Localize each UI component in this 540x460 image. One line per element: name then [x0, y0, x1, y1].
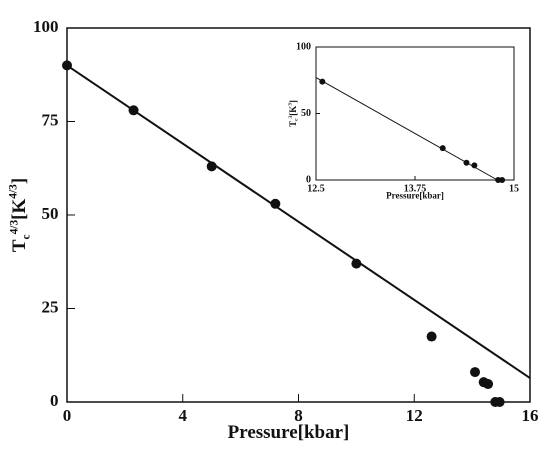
- y-tick-label: 100: [33, 17, 59, 36]
- y-axis-label-part: T: [9, 239, 30, 252]
- y-tick-label: 75: [42, 110, 59, 129]
- data-point: [270, 198, 281, 209]
- y-axis-label-part: T: [288, 121, 298, 127]
- y-tick-label: 25: [42, 297, 59, 316]
- inset-frame: [312, 42, 518, 180]
- y-axis-label-part: c: [20, 234, 32, 239]
- x-tick-label: 0: [63, 406, 72, 425]
- x-tick-label: 12.5: [307, 183, 325, 194]
- data-point: [470, 367, 481, 378]
- y-axis-label-part: 4/3: [7, 184, 19, 199]
- y-axis-label-part: ]: [9, 178, 30, 184]
- y-axis-label-part: 3: [288, 115, 294, 118]
- x-tick-label: 12: [406, 406, 423, 425]
- data-point: [426, 331, 437, 342]
- fit-line: [315, 77, 498, 181]
- y-axis-label-part: 4/3: [8, 220, 20, 235]
- y-axis-label-part: ]: [288, 100, 298, 103]
- x-axis-label: Pressure[kbar]: [228, 422, 350, 443]
- y-axis-label-part: 3: [288, 103, 294, 106]
- y-tick-label: 100: [296, 41, 311, 52]
- x-tick-label: 13.75: [404, 183, 427, 194]
- y-tick-label: 0: [306, 174, 311, 185]
- data-point: [351, 258, 362, 269]
- data-point: [494, 397, 505, 407]
- data-point: [483, 379, 494, 390]
- y-axis-label: Tc3[K3]: [288, 100, 300, 127]
- data-point: [471, 162, 478, 169]
- x-axis-label: Pressure[kbar]: [386, 191, 444, 201]
- y-axis-label-part: c: [294, 118, 300, 121]
- y-axis-label-part: [K: [9, 199, 30, 220]
- y-tick-label: 50: [301, 108, 311, 119]
- data-point: [499, 177, 506, 183]
- y-tick-label: 0: [50, 391, 59, 410]
- x-tick-label: 15: [509, 183, 519, 194]
- y-axis-label: Tc4/3[K4/3]: [7, 178, 32, 252]
- x-tick-label: 8: [294, 406, 303, 425]
- y-tick-label: 50: [42, 204, 59, 223]
- x-tick-label: 16: [522, 406, 539, 425]
- fit-line: [66, 64, 531, 379]
- x-tick-label: 4: [179, 406, 188, 425]
- y-axis-label-part: [K: [288, 106, 298, 116]
